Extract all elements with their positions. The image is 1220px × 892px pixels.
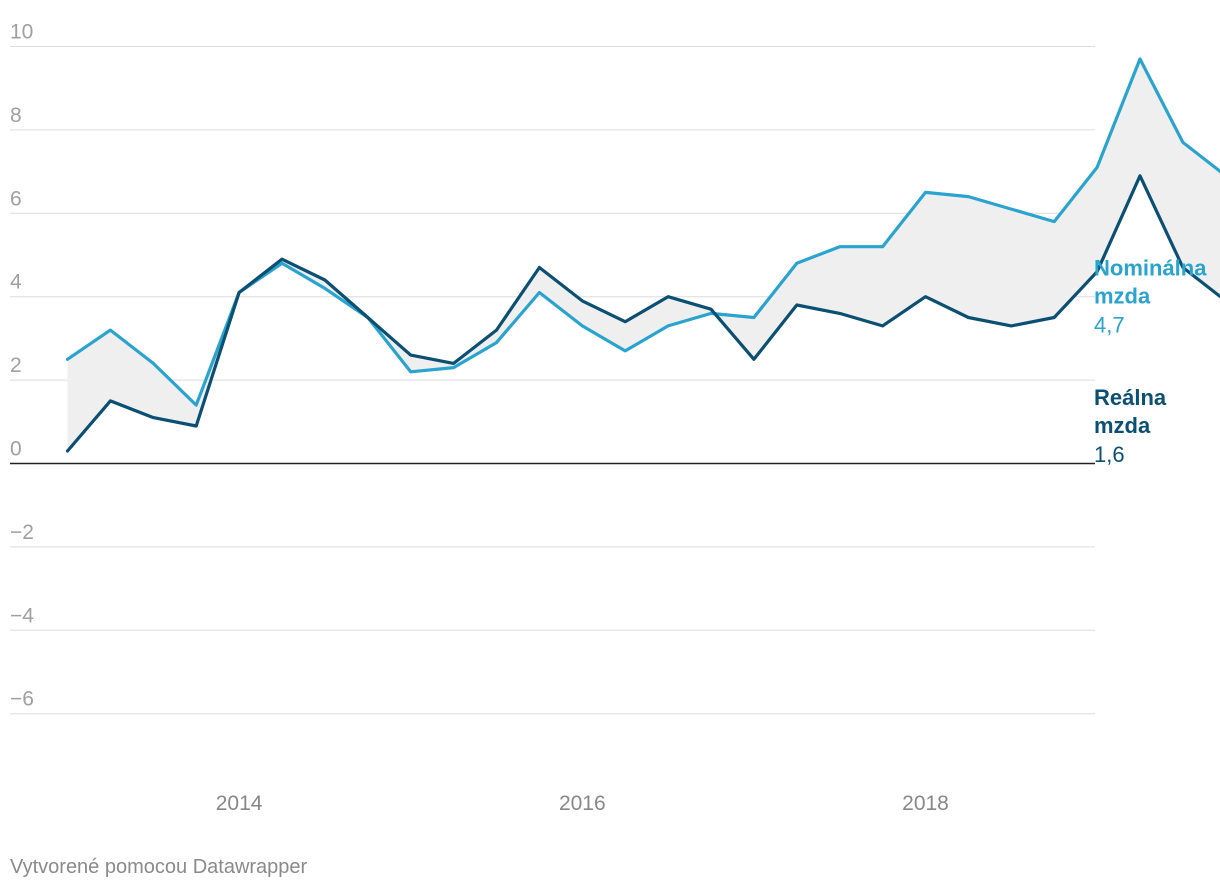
x-axis-tick-labels: 201420162018202020222024	[216, 792, 949, 815]
y-tick-label: 8	[10, 104, 22, 127]
difference-area	[67, 59, 1220, 451]
y-tick-label: 4	[10, 271, 22, 294]
y-tick-label: 10	[10, 21, 33, 44]
series-name-real-line2: mzda	[1094, 413, 1151, 438]
x-tick-label: 2018	[902, 792, 949, 815]
grid-lines	[10, 46, 1095, 715]
area-between-series	[67, 59, 1220, 451]
series-name-real: Reálna	[1094, 385, 1167, 410]
series-last-value-real: 1,6	[1094, 442, 1125, 467]
series-last-value-nominal: 4,7	[1094, 313, 1125, 338]
y-tick-label: −6	[10, 688, 34, 711]
y-tick-label: −2	[10, 521, 34, 544]
series-lines	[65, 57, 1220, 453]
series-line-nominal	[65, 57, 1220, 407]
x-tick-label: 2014	[216, 792, 263, 815]
footer-credit: Vytvorené pomocou Datawrapper	[10, 856, 308, 878]
y-tick-label: 6	[10, 187, 22, 210]
series-labels: Nominálna mzda 4,7 Reálna mzda 1,6	[1094, 256, 1207, 467]
y-tick-label: 0	[10, 438, 22, 461]
y-tick-label: 2	[10, 354, 22, 377]
x-tick-label: 2016	[559, 792, 606, 815]
y-tick-label: −4	[10, 604, 34, 627]
series-name-nominal-line2: mzda	[1094, 284, 1151, 309]
series-line-real	[65, 174, 1220, 453]
series-name-nominal: Nominálna	[1094, 256, 1207, 281]
y-axis-tick-labels: 10 8 6 4 2 0 −2 −4 −6	[10, 21, 34, 711]
